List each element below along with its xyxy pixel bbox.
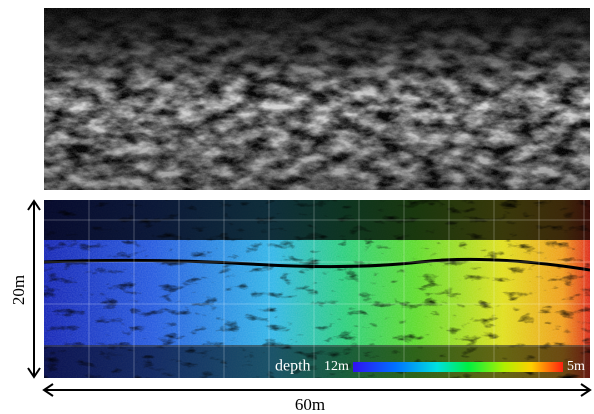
colorbar-min-label: 12m (324, 359, 349, 374)
page: depth 12m 5m 20m 60m (() => { const data… (0, 0, 594, 414)
height-arrow (28, 201, 40, 377)
figure: depth 12m 5m 20m 60m (0, 0, 594, 414)
width-label: 60m (295, 395, 325, 414)
depth-image (44, 200, 590, 378)
sonar-image (44, 8, 590, 190)
colorbar-max-label: 5m (567, 359, 585, 374)
height-label: 20m (9, 275, 28, 305)
colorbar-title: depth (275, 358, 311, 375)
colorbar-gradient (353, 362, 563, 372)
